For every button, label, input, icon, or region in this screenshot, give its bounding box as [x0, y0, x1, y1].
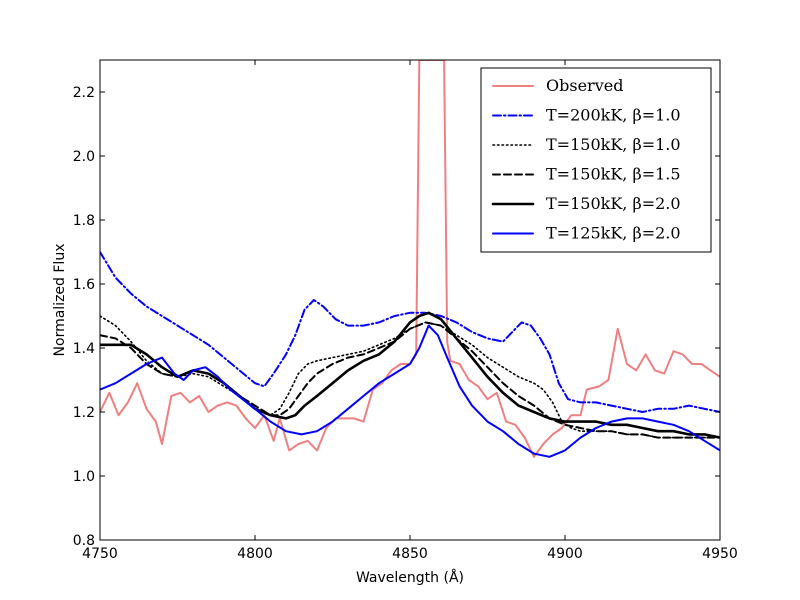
x-tick-label: 4750: [82, 546, 118, 562]
legend-box: [480, 67, 712, 253]
series-line-4: [100, 311, 720, 439]
legend-label-1: T=200kK, β=1.0: [546, 106, 681, 125]
series-line-1: [100, 251, 720, 413]
x-tick-label: 4900: [547, 546, 583, 562]
legend-label-2: T=150kK, β=1.0: [546, 135, 681, 154]
y-tick-label: 1.4: [73, 341, 95, 357]
legend: Observed T=200kK, β=1.0 T=150kK, β=1.0 T=15…: [480, 67, 712, 253]
y-tick-label: 1.0: [73, 469, 95, 485]
legend-label-0: Observed: [546, 76, 623, 95]
series-layer: [100, 60, 720, 458]
legend-label-3: T=150kK, β=1.5: [546, 165, 681, 184]
legend-label-4: T=150kK, β=2.0: [546, 194, 681, 213]
x-axis-label: Wavelength (Å): [356, 569, 464, 586]
y-tick-label: 1.2: [73, 405, 95, 421]
y-tick-label: 2.0: [73, 149, 95, 165]
x-tick-label: 4800: [237, 546, 273, 562]
y-tick-label: 0.8: [73, 533, 95, 549]
series-line-5: [100, 324, 720, 458]
axis-ticks: 4750 4800 4850 4900 4950 0.8 1.0 1.2 1.4 1.6 1.8 2.…: [73, 60, 738, 562]
legend-label-5: T=125kK, β=2.0: [546, 224, 681, 243]
plot-frame: [99, 59, 721, 541]
y-tick-label: 1.6: [73, 277, 95, 293]
y-tick-label: 1.8: [73, 213, 95, 229]
x-tick-label: 4950: [702, 546, 738, 562]
y-tick-label: 2.2: [73, 85, 95, 101]
x-tick-label: 4850: [392, 546, 428, 562]
y-axis-label: Normalized Flux: [52, 244, 68, 357]
